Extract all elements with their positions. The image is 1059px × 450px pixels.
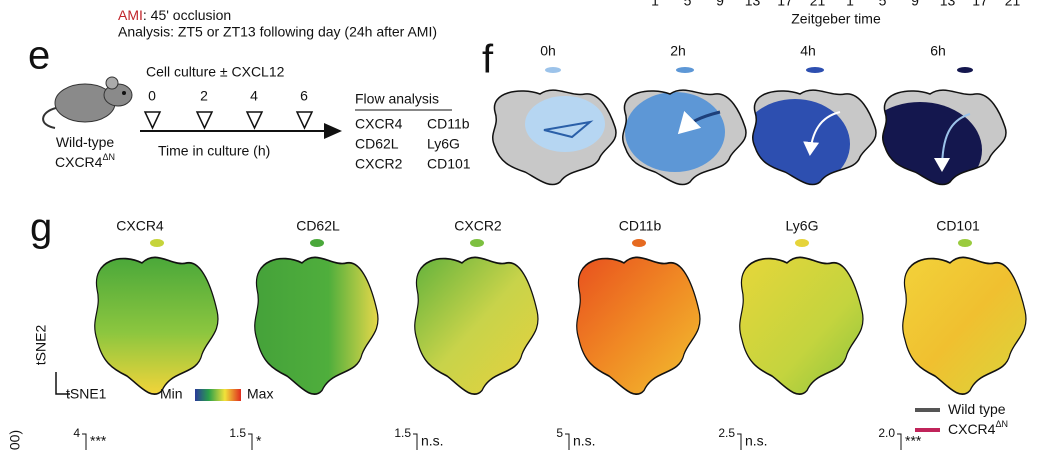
panel-letter: f: [482, 38, 494, 82]
genotype-label: Wild-type: [56, 134, 115, 150]
significance: *: [256, 433, 262, 449]
legend-label-sup: ΔN: [995, 419, 1008, 429]
y-axis-label: 00): [7, 430, 23, 450]
zt-tick-label: 1: [846, 0, 854, 9]
analysis-text: Analysis: ZT5 or ZT13 following day (24h…: [118, 24, 437, 40]
legend-label: Wild type: [948, 401, 1006, 417]
flow-marker: Ly6G: [427, 136, 460, 152]
zt-tick-label: 13: [940, 0, 956, 9]
ami-line: AMI: 45' occlusion: [118, 7, 231, 23]
zt-tick-label: 17: [972, 0, 988, 9]
marker-title: Ly6G: [786, 218, 819, 234]
legend-label-base: CXCR4: [948, 421, 996, 437]
legend-label-base: Wild type: [948, 401, 1006, 417]
marker-title: CXCR4: [116, 218, 164, 234]
significance: n.s.: [745, 433, 768, 449]
flow-marker: CXCR4: [355, 116, 403, 132]
timepoint-label: 4h: [800, 43, 816, 59]
timepoint-label: 2h: [670, 43, 686, 59]
zt-axis-label: Zeitgeber time: [791, 11, 881, 27]
y-tick-label: 2.5: [718, 426, 735, 440]
zt-tick-label: 21: [1005, 0, 1021, 9]
timepoint-label: 0: [148, 88, 156, 104]
genotype-label-base: Wild-type: [56, 134, 115, 150]
tsne2-label: tSNE2: [33, 325, 49, 366]
time-axis-label: Time in culture (h): [158, 143, 270, 159]
genotype-label: CXCR4ΔN: [55, 152, 115, 169]
y-tick-label: 2.0: [878, 426, 895, 440]
mouse-icon: [42, 76, 133, 129]
genotype-label-sup: ΔN: [102, 152, 115, 162]
flow-marker: CD101: [427, 156, 471, 172]
marker-title: CD62L: [296, 218, 340, 234]
zt-tick-label: 5: [684, 0, 692, 9]
zt-tick-label: 17: [777, 0, 793, 9]
ami-text: : 45' occlusion: [143, 7, 231, 23]
flow-marker: CD62L: [355, 136, 399, 152]
panel-letter: g: [30, 206, 52, 250]
significance: n.s.: [421, 433, 444, 449]
zt-tick-label: 5: [879, 0, 887, 9]
significance: n.s.: [573, 433, 596, 449]
color-bar: [195, 389, 241, 401]
y-tick-label: 1.5: [394, 426, 411, 440]
timeline: [140, 111, 342, 139]
y-tick-label: 5: [556, 426, 563, 440]
timepoint-label: 6: [300, 88, 308, 104]
flow-title: Flow analysis: [355, 91, 439, 107]
culture-title: Cell culture ± CXCL12: [146, 64, 285, 80]
tsne-axes: [55, 372, 70, 395]
significance: ***: [905, 433, 922, 449]
ami-label: AMI: [118, 7, 143, 23]
flow-marker: CXCR2: [355, 156, 403, 172]
panel-letter: e: [28, 34, 50, 78]
marker-title: CXCR2: [454, 218, 502, 234]
tsne-time-course: [491, 67, 1007, 186]
timepoint-label: 2: [200, 88, 208, 104]
marker-title: CD11b: [619, 218, 662, 234]
tsne1-label: tSNE1: [66, 386, 107, 402]
y-tick-label: 4: [73, 426, 80, 440]
scale-max: Max: [247, 386, 273, 402]
tsne-marker-maps: [93, 239, 1027, 396]
partial-axes: [82, 433, 902, 450]
timepoint-label: 0h: [540, 43, 556, 59]
zt-tick-label: 13: [745, 0, 761, 9]
zt-tick-label: 1: [651, 0, 659, 9]
timepoint-label: 6h: [930, 43, 946, 59]
zt-tick-label: 9: [716, 0, 724, 9]
zt-tick-label: 9: [911, 0, 919, 9]
genotype-label-base: CXCR4: [55, 154, 103, 170]
zt-tick-label: 21: [810, 0, 826, 9]
legend-label: CXCR4ΔN: [948, 419, 1008, 436]
marker-title: CD101: [936, 218, 980, 234]
scale-min: Min: [160, 386, 183, 402]
y-tick-label: 1.5: [229, 426, 246, 440]
flow-marker: CD11b: [427, 116, 470, 132]
significance: ***: [90, 433, 107, 449]
timepoint-label: 4: [250, 88, 258, 104]
